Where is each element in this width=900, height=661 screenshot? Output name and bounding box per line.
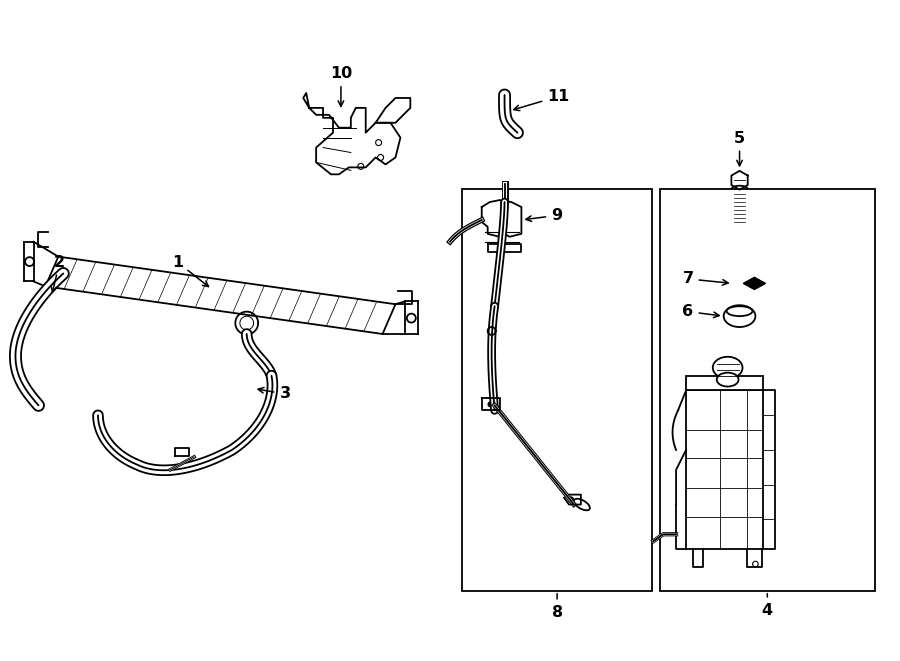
Text: 1: 1 xyxy=(172,254,209,287)
Text: 2: 2 xyxy=(51,254,66,292)
Polygon shape xyxy=(482,200,521,237)
Ellipse shape xyxy=(574,499,590,510)
Text: 4: 4 xyxy=(761,594,773,617)
Text: 3: 3 xyxy=(258,387,291,401)
Ellipse shape xyxy=(716,373,739,387)
Polygon shape xyxy=(310,108,400,175)
Bar xyxy=(661,189,876,591)
Text: 9: 9 xyxy=(526,208,562,223)
Text: 11: 11 xyxy=(514,89,570,110)
Text: 7: 7 xyxy=(682,272,728,286)
Text: 6: 6 xyxy=(682,304,719,319)
Ellipse shape xyxy=(724,305,755,327)
Text: 8: 8 xyxy=(552,594,562,619)
Circle shape xyxy=(488,402,493,407)
Ellipse shape xyxy=(726,306,752,316)
Polygon shape xyxy=(743,278,765,290)
Ellipse shape xyxy=(713,357,742,379)
Polygon shape xyxy=(732,171,748,190)
Bar xyxy=(686,391,763,549)
Circle shape xyxy=(569,497,573,502)
Polygon shape xyxy=(375,98,410,123)
Bar xyxy=(736,190,743,225)
Text: 5: 5 xyxy=(734,131,745,166)
Bar xyxy=(686,375,763,391)
Ellipse shape xyxy=(732,186,748,192)
Bar xyxy=(462,189,652,591)
Text: 10: 10 xyxy=(329,66,352,106)
